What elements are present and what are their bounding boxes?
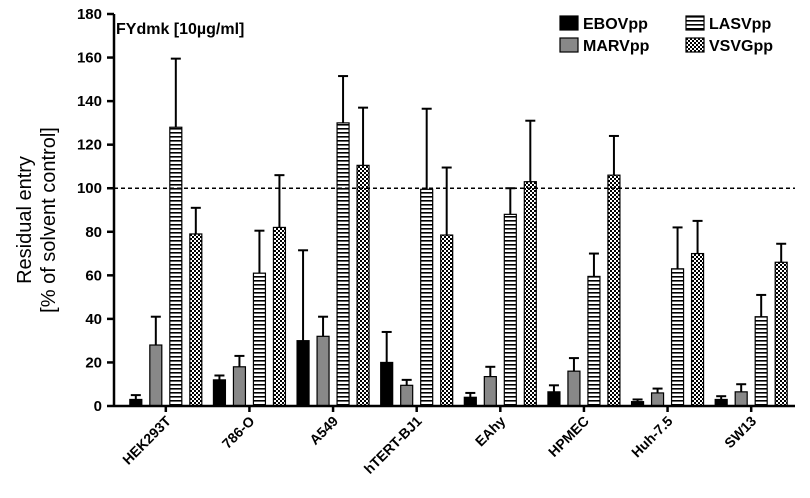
bar-VSVGpp-SW13: [774, 261, 788, 407]
bar-EBOVpp-HPMEC: [547, 391, 561, 407]
bars-layer: [129, 57, 788, 407]
legend-label-LASVpp: LASVpp: [709, 16, 771, 33]
bar-MARVpp-EAhy: [483, 376, 497, 407]
bar-MARVpp-HPMEC: [567, 370, 581, 407]
bar-VSVGpp-A549: [356, 164, 370, 407]
x-tick-label-A549: A549: [306, 413, 341, 448]
bar-MARVpp-A549: [316, 335, 330, 407]
bar-LASVpp-SW13: [754, 316, 768, 407]
bar-VSVGpp-Huh-7.5: [690, 252, 705, 407]
bar-EBOVpp-786-O: [212, 379, 227, 407]
legend-swatch-EBOVpp: [559, 15, 579, 31]
legend-swatch-MARVpp: [559, 37, 579, 53]
bar-VSVGpp-hTERT-BJ1: [440, 234, 454, 407]
bar-VSVGpp-EAhy: [523, 181, 537, 407]
bar-VSVGpp-HPMEC: [607, 174, 621, 407]
bar-MARVpp-HEK293T: [149, 344, 163, 407]
bar-VSVGpp-786-O: [272, 226, 287, 407]
y-tick-label: 180: [77, 6, 102, 23]
bar-LASVpp-hTERT-BJ1: [420, 188, 434, 407]
bar-EBOVpp-hTERT-BJ1: [380, 361, 394, 407]
y-tick-label: 120: [77, 137, 102, 154]
y-axis-title-line1: Residual entry: [14, 156, 36, 284]
bar-EBOVpp-A549: [296, 340, 310, 407]
legend-label-VSVGpp: VSVGpp: [709, 38, 773, 55]
y-tick-label: 160: [77, 50, 102, 67]
chart-annotation: FYdmk [10µg/ml]: [116, 21, 244, 38]
bar-LASVpp-Huh-7.5: [670, 268, 685, 407]
bar-MARVpp-hTERT-BJ1: [400, 384, 414, 407]
y-axis-title-line2: [% of solvent control]: [38, 127, 60, 313]
bar-LASVpp-A549: [336, 122, 350, 407]
x-tick-label-SW13: SW13: [721, 413, 759, 451]
x-tick-label-HPMEC: HPMEC: [545, 413, 592, 460]
bar-LASVpp-786-O: [252, 272, 267, 407]
y-tick-label: 20: [85, 354, 102, 371]
bar-MARVpp-Huh-7.5: [650, 392, 665, 407]
legend-label-MARVpp: MARVpp: [583, 38, 650, 55]
axes-layer: 0 20 40 60 80 100 120 140 160 180 HEK293T 786-O A549…: [77, 6, 795, 477]
x-tick-label-Huh-7.5: Huh-7.5: [628, 413, 676, 461]
y-tick-label: 100: [77, 180, 102, 197]
x-tick-label-786-O: 786-O: [219, 413, 258, 452]
y-tick-label: 60: [85, 267, 102, 284]
bar-LASVpp-HEK293T: [169, 126, 183, 407]
x-tick-label-hTERT-BJ1: hTERT-BJ1: [361, 413, 425, 477]
legend: EBOVpp MARVpp LASVpp VSVGpp: [559, 15, 773, 55]
x-tick-label-HEK293T: HEK293T: [119, 412, 174, 467]
bar-LASVpp-EAhy: [503, 213, 517, 407]
legend-label-EBOVpp: EBOVpp: [583, 16, 648, 33]
bar-EBOVpp-EAhy: [463, 396, 477, 407]
y-tick-label: 80: [85, 224, 102, 241]
bar-MARVpp-786-O: [232, 366, 247, 407]
y-tick-label: 0: [94, 398, 102, 415]
legend-swatch-VSVGpp: [685, 37, 705, 53]
bar-LASVpp-HPMEC: [587, 275, 601, 407]
x-tick-label-EAhy: EAhy: [472, 413, 509, 450]
y-tick-label: 140: [77, 93, 102, 110]
legend-swatch-LASVpp: [685, 15, 705, 31]
y-tick-label: 40: [85, 311, 102, 328]
bar-MARVpp-SW13: [734, 391, 748, 407]
bar-VSVGpp-HEK293T: [189, 233, 203, 407]
